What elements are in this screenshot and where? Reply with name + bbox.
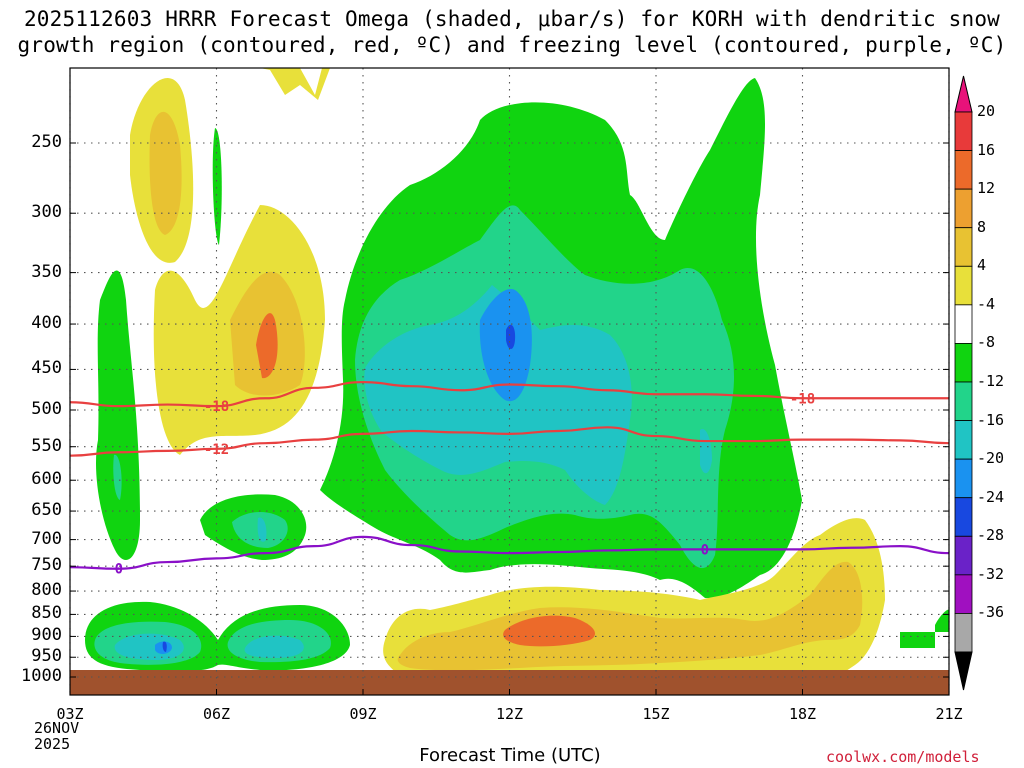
- omega-sinking-shade-lower-left-peak: [162, 641, 167, 652]
- omega-rising-shade-06z-core: [256, 313, 278, 379]
- credit-link[interactable]: coolwx.com/models: [826, 748, 980, 766]
- omega-sinking-shade-central-inner: [364, 285, 632, 505]
- contour-label-1-0: -12: [204, 442, 229, 458]
- colorbar-label-11: -28: [977, 526, 1005, 545]
- contour-line-2: [70, 535, 949, 570]
- colorbar-swatch-2: [954, 188, 973, 229]
- axis-ticks: [69, 142, 950, 695]
- x-tick-label-12Z: 12Z: [495, 705, 524, 723]
- colorbar-label-2: 12: [977, 179, 996, 198]
- y-tick-label-550: 550: [31, 435, 62, 456]
- omega-sinking-shade-lower-right-edge: [900, 632, 935, 648]
- omega-sinking-shade-lower-left-inner-2: [244, 635, 304, 658]
- x-tick-label-03Z: 03Z: [56, 705, 84, 723]
- colorbar-label-12: -32: [977, 564, 1005, 583]
- contour-label-2-0: 0: [115, 562, 123, 578]
- contour-line-0: [70, 380, 949, 408]
- colorbar-top-arrow: [954, 75, 973, 113]
- y-tick-label-850: 850: [31, 603, 62, 624]
- y-tick-label-750: 750: [31, 555, 62, 576]
- colorbar-label-6: -8: [977, 333, 996, 352]
- date-label: 26NOV 2025: [34, 719, 80, 753]
- colorbar-label-0: 20: [977, 102, 996, 120]
- x-axis-title: Forecast Time (UTC): [419, 745, 601, 766]
- colorbar-swatch-4: [954, 265, 973, 306]
- colorbar-swatch-13: [954, 613, 973, 653]
- x-tick-label-06Z: 06Z: [202, 705, 231, 723]
- x-tick-label-18Z: 18Z: [788, 705, 817, 723]
- colorbar: [954, 75, 973, 691]
- colorbar-swatch-6: [954, 343, 973, 383]
- omega-sinking-shade-left: [95, 270, 140, 560]
- omega-rising-shade-upper-left-core: [149, 111, 182, 235]
- contour-label-0-1: -18: [790, 391, 815, 407]
- colorbar-label-9: -20: [977, 449, 1005, 468]
- colorbar-swatch-12: [954, 574, 973, 614]
- y-tick-label-350: 350: [31, 261, 62, 282]
- omega-sinking-shade-upper-left: [260, 68, 330, 100]
- omega-rising-shade-lower-right-core: [503, 615, 595, 647]
- colorbar-label-10: -24: [977, 487, 1005, 506]
- y-tick-label-800: 800: [31, 580, 62, 601]
- y-tick-label-450: 450: [31, 358, 62, 379]
- colorbar-bottom-arrow: [954, 651, 973, 691]
- contour-label-0-0: -18: [204, 399, 229, 415]
- colorbar-swatch-8: [954, 420, 973, 460]
- colorbar-label-13: -36: [977, 603, 1005, 622]
- y-tick-label-700: 700: [31, 528, 62, 549]
- colorbar-swatch-11: [954, 535, 973, 576]
- x-tick-label-09Z: 09Z: [349, 705, 377, 723]
- colorbar-label-7: -12: [977, 372, 1005, 390]
- chart-title: 2025112603 HRRR Forecast Omega (shaded, …: [17, 7, 1007, 57]
- colorbar-swatch-7: [954, 381, 973, 421]
- colorbar-swatch-0: [954, 111, 973, 151]
- colorbar-swatch-5: [954, 304, 973, 344]
- omega-sinking-shade-central-strong: [479, 289, 532, 402]
- colorbar-swatch-3: [954, 227, 973, 267]
- contours: -18 -18 -12 0 0: [70, 380, 949, 578]
- y-tick-label-650: 650: [31, 500, 62, 521]
- colorbar-label-1: 16: [977, 140, 996, 159]
- y-tick-label-600: 600: [31, 469, 62, 490]
- y-tick-label-500: 500: [31, 399, 62, 419]
- omega-sinking-shade-lower-left-inner: [114, 633, 184, 660]
- y-tick-label-300: 300: [31, 202, 62, 223]
- y-tick-label-950: 950: [31, 646, 62, 667]
- omega-sinking-shade-narrow: [212, 128, 222, 245]
- colorbar-swatch-10: [954, 497, 973, 537]
- x-tick-label-15Z: 15Z: [642, 705, 670, 723]
- y-tick-label-400: 400: [31, 313, 62, 334]
- omega-sinking-shade-lower-right-edge-2: [935, 609, 949, 632]
- colorbar-label-8: -16: [977, 410, 1005, 429]
- omega-sinking-shade-central-peak: [506, 324, 516, 349]
- x-tick-label-21Z: 21Z: [935, 705, 963, 723]
- contour-line-1: [70, 426, 949, 457]
- y-tick-label-900: 900: [31, 625, 62, 646]
- colorbar-label-3: 8: [977, 217, 987, 236]
- omega-sinking-shade-left-core: [113, 454, 122, 500]
- colorbar-label-5: -4: [977, 294, 996, 313]
- contour-label-2-1: 0: [701, 542, 709, 558]
- colorbar-swatch-9: [954, 458, 973, 499]
- colorbar-swatch-1: [954, 150, 973, 190]
- omega-shading: [85, 68, 949, 675]
- omega-sinking-shade-07z-core: [257, 517, 267, 542]
- y-tick-label-1000: 1000: [21, 666, 62, 686]
- colorbar-label-4: 4: [977, 256, 987, 275]
- y-tick-label-250: 250: [31, 132, 62, 152]
